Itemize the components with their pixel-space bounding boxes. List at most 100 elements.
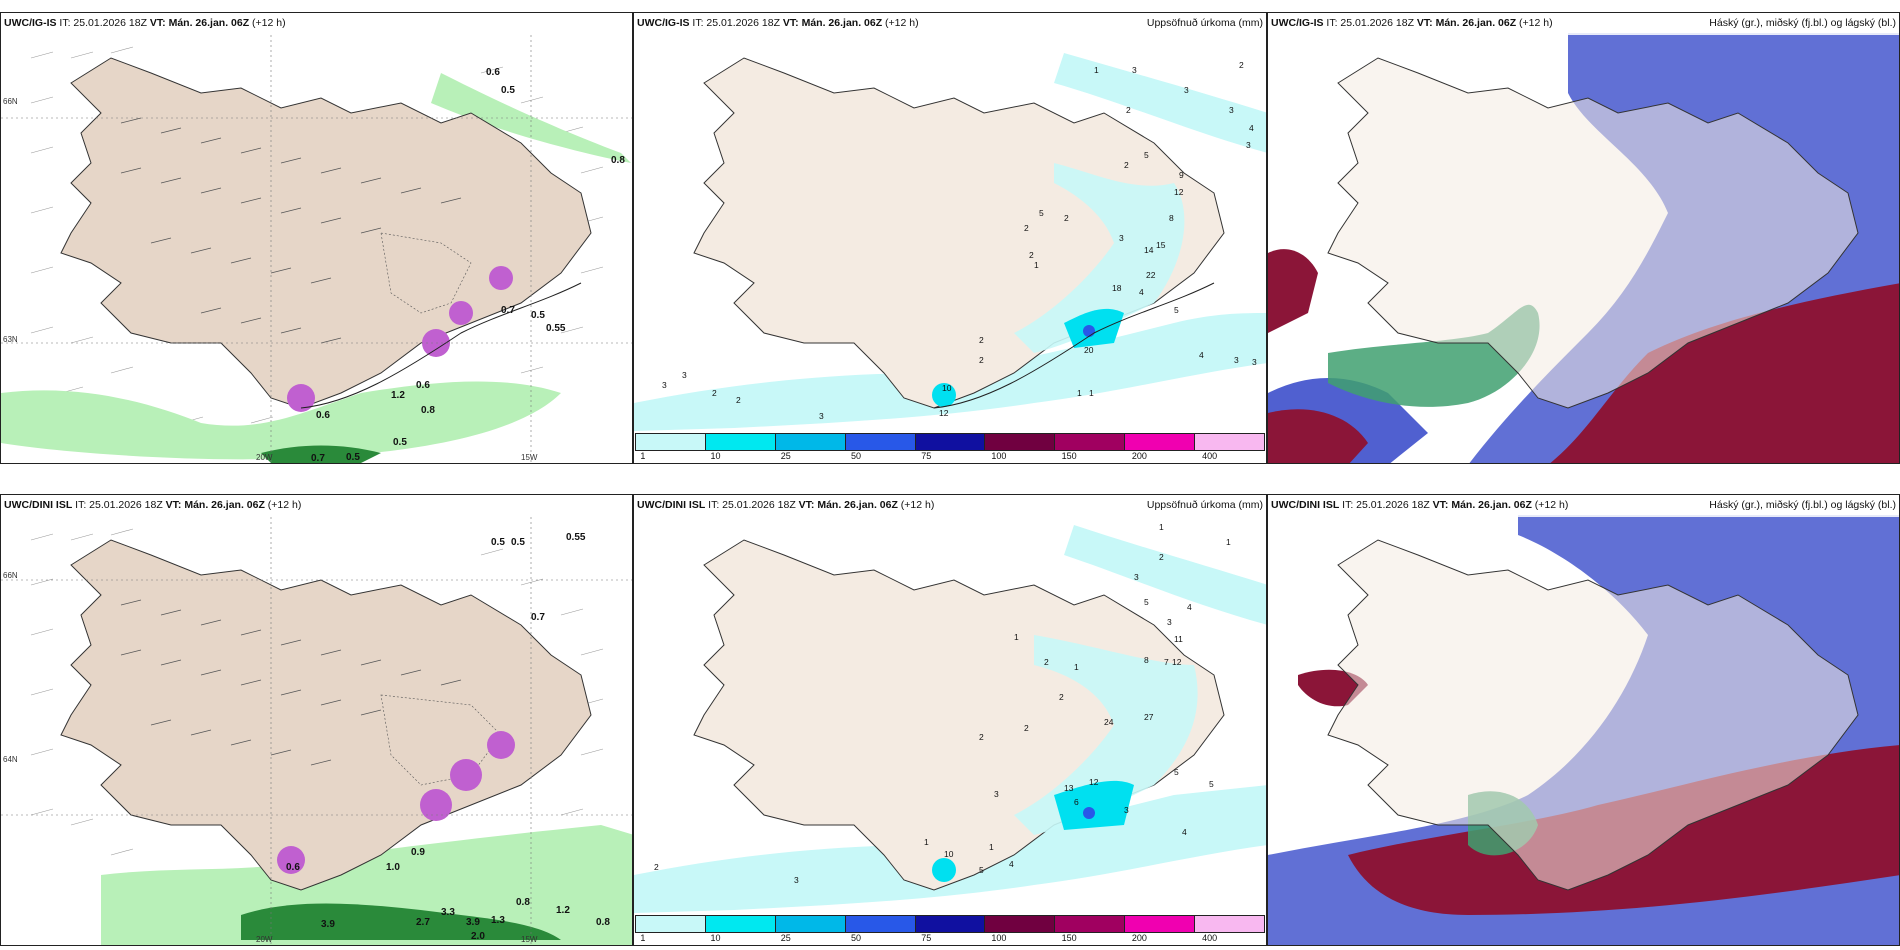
svg-text:2: 2 — [1024, 723, 1029, 733]
panel-ig-cloud-top: UWC/IG-IS IT: 25.01.2026 18Z VT: Mán. 26… — [1267, 12, 1900, 464]
svg-text:3: 3 — [1229, 105, 1234, 115]
lat-label: 64N — [3, 755, 18, 764]
magenta-cell-4 — [287, 384, 315, 412]
svg-text:5: 5 — [1144, 150, 1149, 160]
precip-core — [1054, 780, 1134, 830]
iceland-landmass — [1327, 539, 1859, 891]
colorbar-label: 200 — [1131, 451, 1147, 461]
svg-text:8: 8 — [1169, 213, 1174, 223]
precip-coast-zone — [1014, 163, 1185, 353]
svg-text:0.5: 0.5 — [531, 310, 545, 321]
svg-text:12: 12 — [939, 408, 949, 418]
panel-dini-precip-bottom: 1 1 2 3 5 4 3 11 12 7 8 2 1 1 2 24 27 12… — [633, 494, 1267, 946]
grid-lines — [1, 517, 632, 945]
svg-text:22: 22 — [1146, 270, 1156, 280]
svg-text:4: 4 — [1199, 350, 1204, 360]
svg-text:12: 12 — [1174, 187, 1184, 197]
svg-text:2.7: 2.7 — [416, 917, 430, 928]
colorbar-label: 150 — [1061, 451, 1077, 461]
svg-text:0.9: 0.9 — [411, 847, 425, 858]
green-band-1 — [101, 825, 632, 945]
svg-text:3: 3 — [1119, 233, 1124, 243]
colorbar-label: 10 — [710, 451, 721, 461]
lat-label: 63N — [3, 335, 18, 344]
svg-text:3: 3 — [1167, 617, 1172, 627]
colorbar-segment — [1055, 916, 1126, 932]
wind-value-labels: 0.5 0.5 0.55 0.7 0.6 1.0 0.9 3.9 2.7 3.3… — [286, 532, 610, 942]
panel-header: UWC/DINI ISL IT: 25.01.2026 18Z VT: Mán.… — [1268, 495, 1899, 517]
wind-map-dini: 0.5 0.5 0.55 0.7 0.6 1.0 0.9 3.9 2.7 3.3… — [1, 517, 632, 945]
svg-text:3: 3 — [1134, 572, 1139, 582]
svg-text:2.0: 2.0 — [471, 931, 485, 942]
svg-text:7: 7 — [1164, 657, 1169, 667]
magenta-cell-1 — [420, 789, 452, 821]
svg-text:0.55: 0.55 — [566, 532, 586, 543]
colorbar-label: 400 — [1202, 933, 1218, 943]
magenta-cell-3 — [487, 731, 515, 759]
svg-text:2: 2 — [1159, 552, 1164, 562]
svg-text:0.6: 0.6 — [286, 862, 300, 873]
precip-value-labels: 1 3 3 2 3 4 3 2 2 5 9 12 8 3 14 15 22 4 … — [662, 60, 1257, 421]
cross-hatch-area — [380, 694, 502, 786]
colorbar-segment — [1055, 434, 1126, 450]
cloud-map-ig — [1268, 33, 1899, 463]
svg-text:3: 3 — [1184, 85, 1189, 95]
svg-text:4: 4 — [1187, 602, 1192, 612]
svg-text:1.2: 1.2 — [556, 905, 570, 916]
colorbar-segment — [1125, 434, 1196, 450]
svg-text:3.9: 3.9 — [321, 919, 335, 930]
svg-text:3.3: 3.3 — [441, 907, 455, 918]
svg-text:1: 1 — [1034, 260, 1039, 270]
svg-text:4: 4 — [1249, 123, 1254, 133]
svg-text:0.6: 0.6 — [416, 380, 430, 391]
lat-label: 66N — [3, 97, 18, 106]
svg-text:2: 2 — [1024, 223, 1029, 233]
colorbar-label: 75 — [921, 933, 932, 943]
svg-text:1: 1 — [1089, 388, 1094, 398]
svg-text:2: 2 — [712, 388, 717, 398]
svg-text:2: 2 — [979, 335, 984, 345]
svg-text:24: 24 — [1104, 717, 1114, 727]
svg-text:4: 4 — [1009, 859, 1014, 869]
svg-text:2: 2 — [1044, 657, 1049, 667]
cloud-high-layer — [1550, 283, 1899, 463]
svg-text:0.7: 0.7 — [501, 305, 515, 316]
svg-text:1: 1 — [1226, 537, 1231, 547]
svg-text:27: 27 — [1144, 712, 1154, 722]
svg-text:0.8: 0.8 — [516, 897, 530, 908]
land-wind-barbs — [120, 117, 462, 344]
colorbar-label: 200 — [1131, 933, 1147, 943]
colorbar-segment — [705, 916, 776, 932]
svg-text:10: 10 — [944, 849, 954, 859]
svg-text:0.5: 0.5 — [491, 537, 505, 548]
precip-cell — [932, 383, 956, 407]
colorbar-segment — [636, 434, 706, 450]
svg-text:2: 2 — [1124, 160, 1129, 170]
svg-text:5: 5 — [1174, 767, 1179, 777]
colorbar-label: 150 — [1061, 933, 1077, 943]
svg-text:13: 13 — [1064, 783, 1074, 793]
lon-label: 15W — [521, 453, 538, 462]
panel-dini-wind-bottom: 0.5 0.5 0.55 0.7 0.6 1.0 0.9 3.9 2.7 3.3… — [0, 494, 633, 946]
cloud-high-left — [1268, 249, 1318, 333]
colorbar-label: 50 — [850, 451, 861, 461]
panel-dini-cloud-bottom: UWC/DINI ISL IT: 25.01.2026 18Z VT: Mán.… — [1267, 494, 1900, 946]
svg-text:3: 3 — [1124, 805, 1129, 815]
svg-text:2: 2 — [1059, 692, 1064, 702]
precip-value-labels: 1 1 2 3 5 4 3 11 12 7 8 2 1 1 2 24 27 12… — [654, 522, 1231, 885]
panel-header: UWC/IG-IS IT: 25.01.2026 18Z VT: Mán. 26… — [1268, 13, 1899, 35]
svg-text:15: 15 — [1156, 240, 1166, 250]
lon-label: 20W — [256, 453, 273, 462]
cloud-low-layer — [1328, 304, 1540, 407]
svg-text:1.2: 1.2 — [391, 390, 405, 401]
precip-colorbar: 1 10 25 50 75 100 150 200 400 — [634, 913, 1266, 945]
magenta-cell-4 — [277, 846, 305, 874]
colorbar-segment — [775, 434, 846, 450]
magenta-cell-2 — [450, 759, 482, 791]
land-wind-barbs — [120, 599, 462, 766]
iceland-landmass — [1327, 57, 1859, 409]
lon-label: 20W — [256, 935, 273, 944]
svg-text:4: 4 — [1182, 827, 1187, 837]
svg-text:5: 5 — [1209, 779, 1214, 789]
svg-text:2: 2 — [1239, 60, 1244, 70]
